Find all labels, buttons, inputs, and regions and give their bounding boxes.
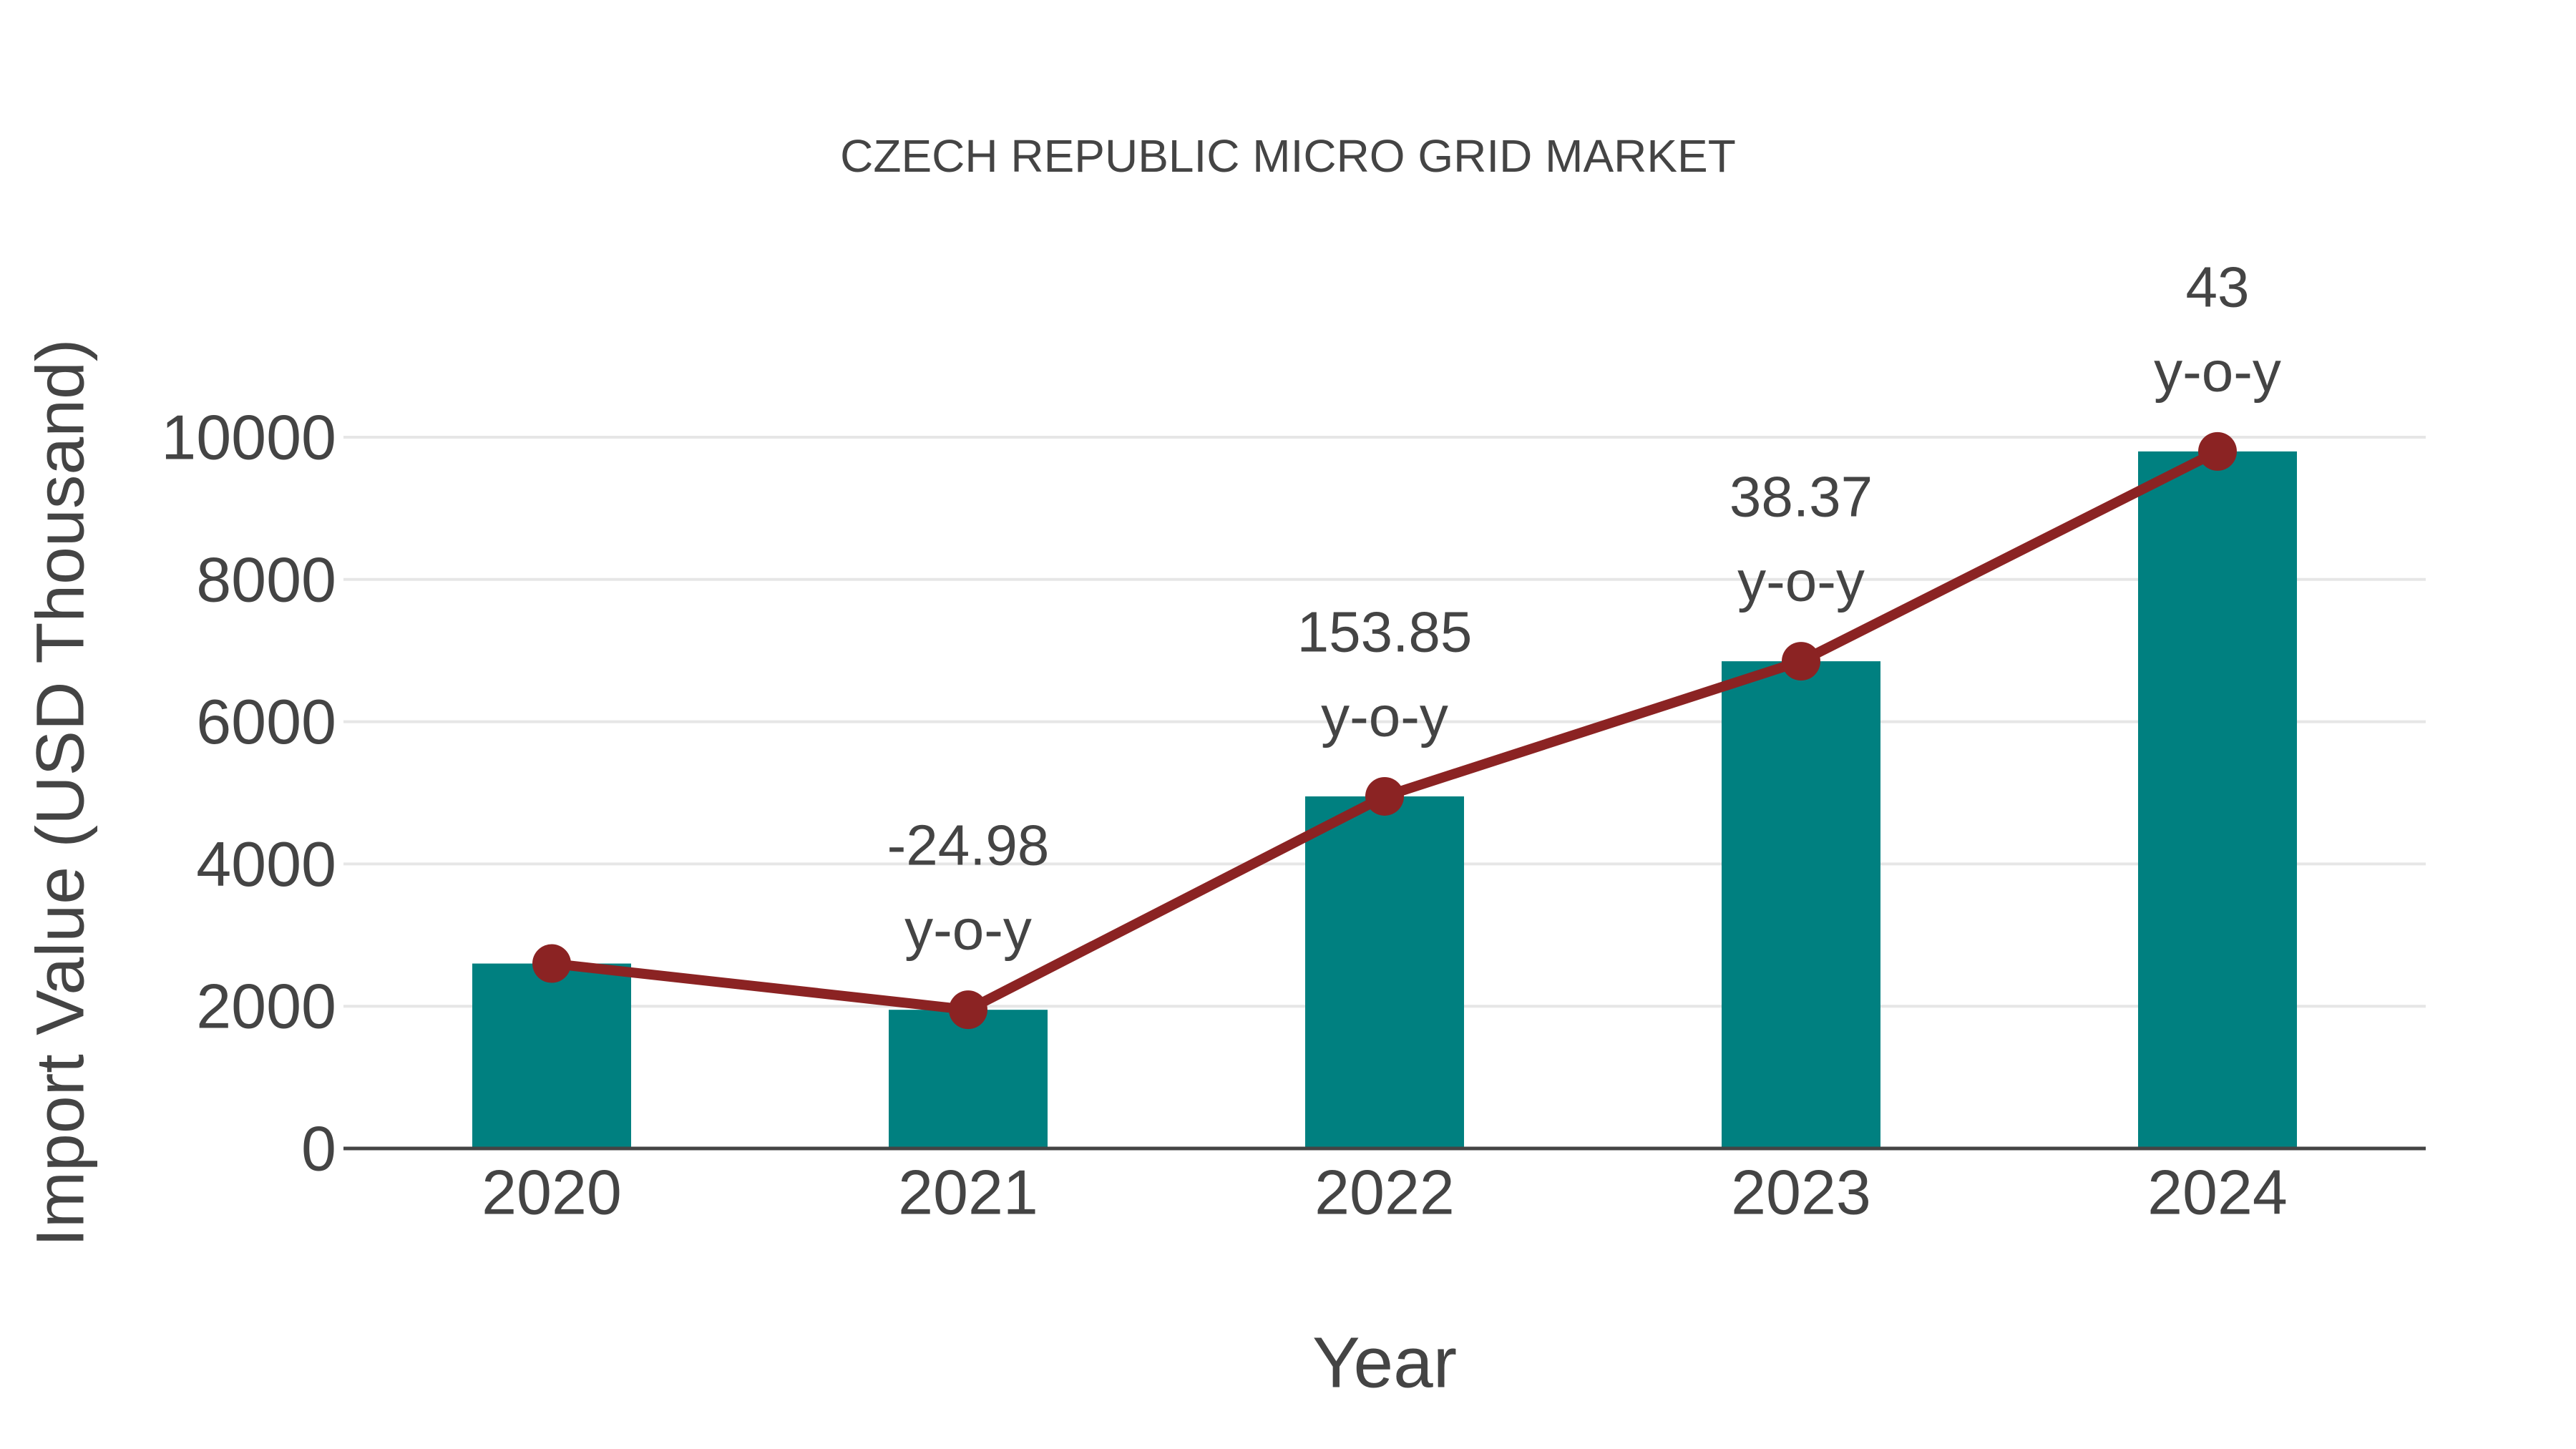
annotation-value: 38.37	[1729, 465, 1873, 529]
x-tick-label: 2021	[898, 1157, 1038, 1228]
y-tick-label: 6000	[196, 686, 336, 757]
data-point-marker	[532, 944, 571, 983]
bar	[1305, 796, 1464, 1148]
chart-title: CZECH REPUBLIC MICRO GRID MARKET	[840, 130, 1736, 182]
annotation-value: 153.85	[1297, 600, 1473, 663]
bar	[2138, 451, 2297, 1148]
y-tick-label: 2000	[196, 971, 336, 1042]
data-point-marker	[1365, 776, 1404, 816]
data-point-marker	[949, 990, 987, 1030]
y-tick-label: 10000	[161, 402, 336, 473]
annotation-suffix: y-o-y	[2154, 339, 2281, 403]
y-tick-label: 8000	[196, 544, 336, 615]
y-tick-label: 0	[301, 1113, 336, 1184]
x-tick-label: 2023	[1731, 1157, 1871, 1228]
data-point-marker	[2198, 431, 2237, 471]
bar	[472, 963, 631, 1148]
y-axis-title: Import Value (USD Thousand)	[22, 338, 99, 1247]
annotation-suffix: y-o-y	[1737, 550, 1865, 613]
annotation-suffix: y-o-y	[1321, 684, 1448, 748]
x-tick-label: 2020	[482, 1157, 622, 1228]
x-tick-label: 2024	[2147, 1157, 2288, 1228]
annotation-suffix: y-o-y	[904, 898, 1032, 962]
x-axis-title: Year	[1312, 1322, 1458, 1403]
bar	[889, 1010, 1048, 1148]
y-tick-label: 4000	[196, 829, 336, 899]
x-tick-label: 2022	[1314, 1157, 1455, 1228]
annotation-value: 43	[2186, 255, 2250, 318]
annotation-value: -24.98	[887, 814, 1050, 877]
data-point-marker	[1782, 642, 1820, 681]
bar	[1722, 661, 1880, 1148]
